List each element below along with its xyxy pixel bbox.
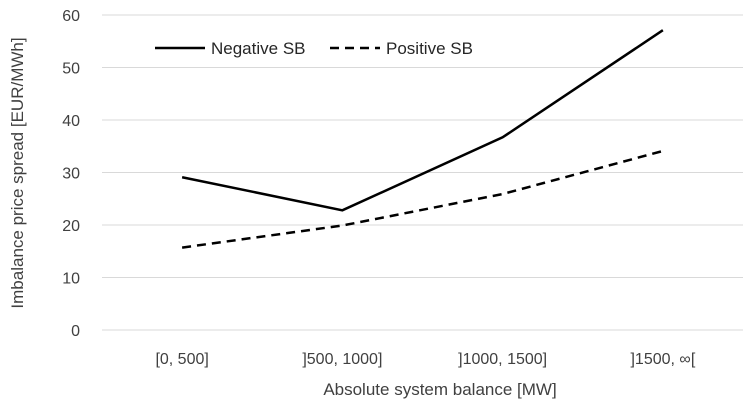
- y-tick-label: 10: [62, 271, 80, 288]
- y-tick-label: 30: [62, 166, 80, 183]
- y-tick-label: 0: [71, 323, 80, 340]
- y-tick-label: 40: [62, 113, 80, 130]
- x-tick-label: [0, 500]: [155, 351, 208, 368]
- legend: Negative SB Positive SB: [155, 39, 473, 58]
- legend-label: Positive SB: [386, 39, 473, 58]
- y-axis-title: Imbalance price spread [EUR/MWh]: [8, 37, 27, 308]
- x-axis-ticks: [0, 500] ]500, 1000] ]1000, 1500] ]1500, ∞[: [155, 351, 695, 368]
- legend-label: Negative SB: [211, 39, 306, 58]
- x-tick-label: ]1500, ∞[: [630, 351, 695, 368]
- series-line-positive-sb: [182, 151, 663, 248]
- x-tick-label: ]1000, 1500]: [458, 351, 547, 368]
- x-axis-title: Absolute system balance [MW]: [323, 380, 556, 399]
- y-axis-ticks: 0 10 20 30 40 50 60: [62, 8, 80, 340]
- y-tick-label: 60: [62, 8, 80, 25]
- y-tick-label: 20: [62, 218, 80, 235]
- y-tick-label: 50: [62, 61, 80, 78]
- series-lines: [182, 30, 663, 248]
- x-tick-label: ]500, 1000]: [302, 351, 382, 368]
